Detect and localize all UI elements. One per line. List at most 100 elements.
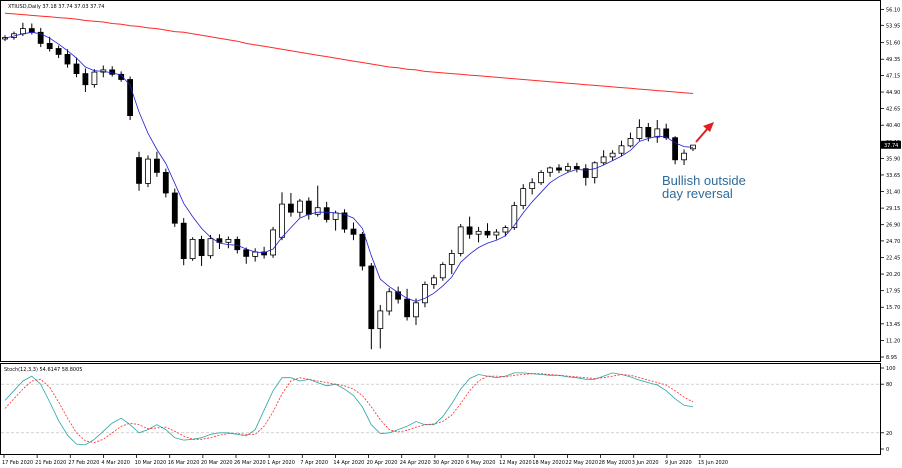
date-tick-label: 17 Feb 2020: [2, 460, 33, 466]
price-tick-label: 47.15: [886, 73, 900, 79]
stoch-tick-label: 80: [886, 382, 892, 388]
candle-body: [439, 264, 446, 279]
date-tick-label: 27 Feb 2020: [68, 460, 99, 466]
candle: [448, 249, 455, 275]
date-tick-label: 4 Mar 2020: [101, 460, 130, 466]
date-tick-label: 18 May 2020: [532, 460, 565, 466]
candle-body: [332, 212, 339, 220]
candle-body: [189, 238, 196, 259]
candle: [243, 247, 250, 264]
annotation-line-2: day reversal: [662, 186, 733, 201]
candle: [207, 235, 214, 259]
candle-body: [341, 212, 348, 230]
candle: [466, 216, 473, 239]
candle-body: [73, 63, 80, 75]
candle-body: [386, 291, 393, 312]
stoch-header: Stoch(12,3,3) 54.6147 58.8005: [4, 367, 82, 373]
price-tick-label: 20.20: [886, 272, 900, 278]
long-moving-average: [4, 12, 694, 94]
stoch-tick-label: 100: [886, 366, 896, 372]
price-tick-label: 49.35: [886, 57, 900, 63]
candle: [609, 150, 616, 161]
candle: [73, 57, 80, 78]
candle: [439, 262, 446, 281]
candle-body: [627, 138, 634, 147]
candle-body: [162, 171, 169, 194]
candle: [145, 155, 151, 188]
current-price-label: 37.74: [881, 140, 901, 149]
candle-body: [457, 226, 464, 254]
price-tick-label: 42.65: [886, 107, 900, 113]
date-tick-label: 12 May 2020: [499, 460, 532, 466]
candle-body: [2, 37, 8, 40]
date-tick-label: 1 Apr 2020: [267, 460, 295, 466]
candle-body: [582, 168, 589, 178]
candle-body: [654, 128, 661, 138]
candle-body: [413, 302, 419, 318]
price-tick-label: 40.40: [886, 123, 900, 129]
candle-body: [556, 167, 562, 171]
price-tick-label: 22.45: [886, 255, 900, 261]
candle-body: [37, 31, 44, 44]
candle-body: [287, 203, 294, 213]
candle-body: [466, 226, 473, 235]
candle-body: [261, 251, 268, 256]
date-tick-label: 21 Feb 2020: [35, 460, 66, 466]
candle-body: [19, 28, 26, 35]
candle-body: [618, 145, 625, 154]
candle-body: [279, 203, 285, 238]
stoch-tick-label: 20: [886, 431, 892, 437]
candle: [591, 161, 598, 184]
arrow-shaft: [695, 126, 710, 143]
candle-body: [46, 43, 53, 50]
candle: [681, 149, 687, 165]
candle: [136, 151, 142, 191]
candle-body: [448, 252, 455, 265]
candle: [421, 281, 428, 308]
candle: [484, 223, 491, 238]
candle-body: [538, 171, 544, 184]
candle-body: [136, 157, 142, 184]
annotation-line-1: Bullish outside: [662, 173, 746, 188]
candle-body: [198, 238, 205, 256]
candle-body: [493, 231, 500, 236]
candle: [225, 236, 232, 249]
candle-body: [502, 227, 509, 233]
candle-body: [296, 200, 303, 213]
candle: [2, 35, 8, 42]
price-tick-label: 56.10: [886, 7, 900, 13]
candle-body: [591, 162, 598, 178]
candle-body: [180, 222, 187, 259]
candle-body: [430, 277, 437, 285]
date-tick-label: 10 Mar 2020: [135, 460, 167, 466]
candle: [198, 235, 205, 266]
candle: [368, 263, 375, 350]
candle: [118, 71, 125, 82]
candle-body: [609, 152, 616, 158]
ma-long-line: [4, 12, 694, 94]
candle-body: [573, 166, 580, 170]
candle: [127, 76, 133, 121]
candle-body: [252, 251, 259, 257]
candle: [180, 218, 187, 266]
short-moving-average: [4, 31, 694, 302]
price-tick-label: 11.20: [886, 338, 900, 344]
candle-body: [314, 207, 321, 215]
candle-body: [663, 128, 670, 139]
date-tick-label: 7 Apr 2020: [300, 460, 328, 466]
candle: [377, 305, 384, 349]
candle: [341, 209, 348, 233]
date-tick-label: 26 Mar 2020: [234, 460, 266, 466]
candle: [636, 119, 643, 141]
candle-body: [636, 127, 643, 139]
date-tick-label: 15 Jun 2020: [698, 460, 728, 466]
candle: [672, 136, 678, 165]
candle-body: [359, 233, 366, 267]
candle-body: [681, 152, 687, 161]
date-tick-label: 14 Apr 2020: [333, 460, 364, 466]
candle-body: [323, 207, 330, 220]
candle: [46, 36, 53, 52]
main-header: XTIUSD,Daily 37.18 37.74 37.03 37.74: [8, 4, 104, 10]
stoch-pane-frame: [0, 363, 881, 455]
